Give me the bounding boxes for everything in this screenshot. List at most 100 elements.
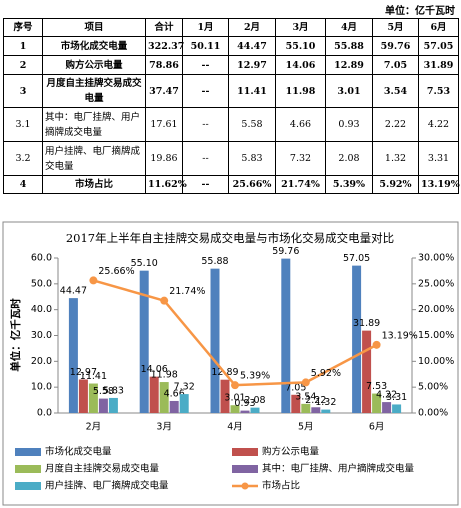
data-label: 3.54 [295, 391, 316, 402]
bar [88, 383, 98, 413]
data-label: 59.76 [272, 246, 299, 257]
bar [98, 398, 108, 413]
y2-tick-label: 5.00% [418, 382, 448, 393]
legend-label: 市场化成交电量 [45, 446, 112, 458]
table-cell: 4.22 [418, 107, 459, 142]
bar [210, 268, 220, 413]
table-cell: 6月 [418, 18, 459, 37]
table-cell: 2.08 [325, 141, 373, 176]
data-label: 11.98 [151, 370, 178, 381]
table-cell: 3 [3, 74, 43, 108]
data-label: 2.22 [305, 395, 326, 406]
table-cell: 13.19% [418, 175, 460, 194]
bar [179, 394, 189, 413]
data-label: 44.47 [60, 286, 87, 297]
data-label: 5.92% [311, 368, 341, 379]
line-marker [89, 276, 98, 285]
legend-swatch [15, 482, 41, 490]
bar [301, 403, 311, 413]
data-label: 3.01 [224, 393, 245, 404]
data-table: 序号 项目 合计 1月 2月 3月 4月 5月 6月 1 市场化成交电量 322.37 50.11 44.… [3, 18, 460, 194]
table-cell: -- [182, 74, 229, 108]
bar [68, 298, 78, 413]
x-tick-label: 3月 [156, 422, 172, 433]
legend-swatch [232, 448, 258, 456]
line-marker [372, 340, 381, 349]
bar [291, 394, 301, 413]
table-row: 3.1 其中：电厂挂牌、用户摘牌成交电量 17.61 -- 5.58 4.66 0.93 2.… [3, 107, 459, 142]
y-tick-label: 50.0 [31, 278, 52, 289]
data-label: 5.39% [240, 371, 270, 382]
table-cell: 11.62% [145, 175, 187, 194]
table-cell: 5.83 [228, 141, 276, 176]
bar [372, 393, 382, 413]
bar [78, 379, 88, 413]
legend-swatch [15, 448, 41, 456]
bar [311, 407, 321, 413]
data-label: 2.08 [244, 395, 265, 406]
table-cell: 1.32 [372, 141, 419, 176]
y-tick-label: 40.0 [31, 304, 52, 315]
data-label: 14.06 [141, 364, 168, 375]
table-cell: -- [182, 175, 229, 194]
table-cell: 57.05 [418, 36, 459, 56]
table-cell: 11.41 [228, 74, 276, 108]
bar [230, 405, 240, 413]
y-tick-label: 10.0 [31, 382, 52, 393]
legend-swatch [232, 465, 258, 473]
bar [392, 404, 402, 413]
bar [169, 400, 179, 413]
line-marker [301, 378, 310, 387]
x-tick-label: 5月 [298, 422, 314, 433]
bar [159, 382, 169, 413]
bar [382, 402, 392, 413]
data-label: 4.66 [164, 388, 185, 399]
y2-tick-label: 25.00% [418, 278, 454, 289]
bar [139, 270, 149, 413]
bar [240, 410, 250, 413]
table-cell: 3.1 [3, 107, 43, 142]
item-cell: 用户挂牌、电厂摘牌成交电量 [42, 141, 146, 176]
bar [362, 330, 372, 413]
y-axis-title: 单位：亿千瓦时 [9, 298, 22, 372]
data-label: 5.83 [103, 385, 124, 396]
data-label: 3.31 [386, 392, 407, 403]
table-cell: 2.22 [372, 107, 419, 142]
y2-tick-label: 30.00% [418, 253, 454, 264]
legend-swatch [15, 465, 41, 473]
legend-label: 月度自主挂牌交易成交电量 [45, 463, 160, 475]
table-cell: 11.98 [275, 74, 326, 108]
legend-label: 用户挂牌、电厂摘牌成交电量 [45, 480, 169, 492]
y2-tick-label: 10.00% [418, 356, 454, 367]
table-row: 3.2 用户挂牌、电厂摘牌成交电量 19.86 -- 5.83 7.32 2.08 1.32 3… [3, 141, 459, 176]
data-label: 21.74% [169, 286, 205, 297]
bar [220, 379, 230, 413]
chart-frame [2, 221, 459, 506]
bar [321, 409, 331, 413]
bar [108, 397, 118, 413]
data-label: 31.89 [353, 318, 380, 329]
legend-label: 其中：电厂挂牌、用户摘牌成交电量 [262, 463, 415, 475]
chart-title: 2017年上半年自主挂牌交易成交电量与市场化交易成交电量对比 [66, 231, 394, 245]
y2-tick-label: 0.00% [418, 408, 448, 419]
legend-swatch [241, 482, 249, 490]
x-tick-label: 4月 [227, 422, 243, 433]
table-cell: 5.92% [372, 175, 419, 194]
table-cell: 4.66 [275, 107, 326, 142]
data-label: 7.32 [174, 382, 195, 393]
data-label: 12.97 [70, 367, 97, 378]
data-label: 25.66% [98, 266, 134, 277]
bar [250, 407, 260, 413]
data-label: 4.22 [376, 390, 397, 401]
x-tick-label: 6月 [369, 422, 385, 433]
table-cell: 7.53 [418, 74, 459, 108]
y-tick-label: 0.0 [37, 408, 52, 419]
x-tick-label: 2月 [86, 422, 102, 433]
data-label: 13.19% [382, 330, 418, 341]
unit-note: 单位：亿千瓦时 [385, 6, 455, 17]
legend-label: 市场占比 [262, 480, 300, 492]
item-cell: 月度自主挂牌交易成交电量 [42, 74, 146, 108]
data-label: 11.41 [80, 371, 107, 382]
